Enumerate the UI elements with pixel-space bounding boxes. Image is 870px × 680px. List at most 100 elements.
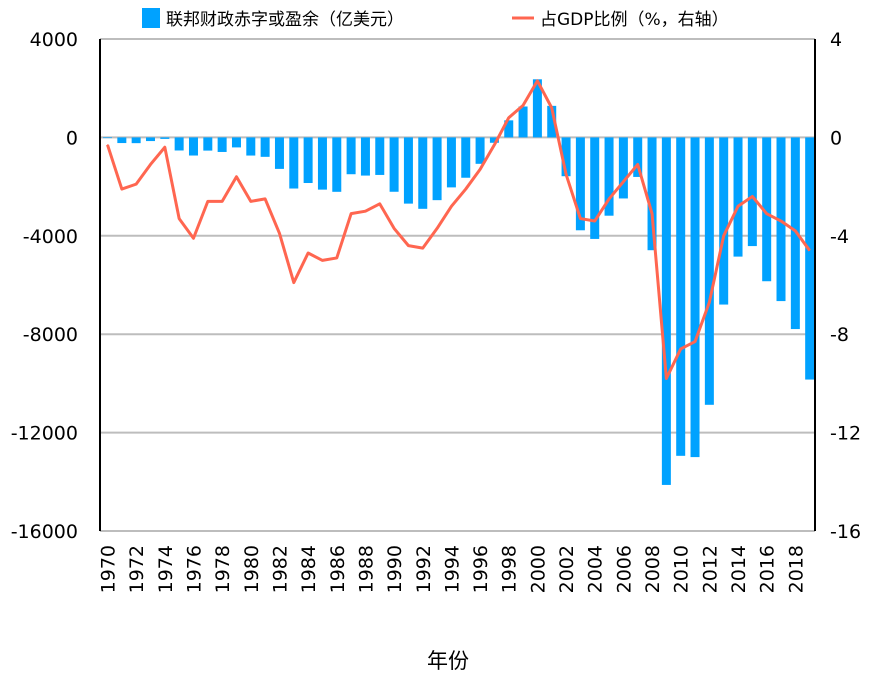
x-axis-title: 年份 [427,649,469,673]
bar [274,137,284,169]
line-point [393,227,395,229]
line-point [622,181,624,183]
y-tick-label: -16000 [11,521,78,543]
bar [489,137,499,143]
bar [375,137,385,175]
x-tick-label: 2014 [728,545,750,593]
bar [217,137,227,152]
pct-gdp-line [106,79,811,380]
bar [604,137,614,216]
line-point [508,117,510,119]
bar [446,137,456,188]
x-tick-label: 2006 [613,545,635,593]
bar [504,120,514,138]
x-tick-label: 1998 [499,545,521,593]
line-point [493,144,495,146]
x-tick-label: 2012 [699,545,721,593]
legend-swatch-bar [142,8,160,28]
line-point [809,250,811,252]
bar [403,137,413,204]
line-point [164,146,166,148]
bar [762,137,772,282]
line-point [536,80,538,82]
line-point [766,213,768,215]
line-point [192,237,194,239]
x-tick-label: 1996 [470,545,492,593]
bar [475,137,485,164]
bar [389,137,399,192]
bar [776,137,786,302]
bar [188,137,198,156]
bar [317,137,327,190]
line-point [293,282,295,284]
x-tick-label: 1984 [298,545,320,593]
bar [733,137,743,257]
bar [418,137,428,209]
line-point [264,198,266,200]
line-point [594,220,596,222]
line-point [450,205,452,207]
x-tick-label: 1982 [269,545,291,593]
line-point [336,257,338,259]
line-point [436,227,438,229]
x-tick-label: 1972 [126,545,148,593]
bar [174,137,184,151]
x-tick-label: 2010 [671,545,693,593]
bar [289,137,299,189]
line-point [465,188,467,190]
y2-tick-label: 0 [830,127,842,149]
line-point [479,168,481,170]
bar [346,137,356,175]
bar [131,137,141,144]
bar [246,137,256,156]
bar [461,137,471,178]
line-point [207,200,209,202]
x-tick-label: 1970 [98,545,120,593]
line-point [321,259,323,261]
line-point [723,235,725,237]
x-tick-label: 2018 [785,545,807,593]
y2-tick-label: -12 [830,423,861,445]
bar [575,137,585,231]
y2-tick-label: -8 [830,324,849,346]
line-point [637,163,639,165]
line-point [680,348,682,350]
line-point [794,230,796,232]
line-point [565,173,567,175]
x-tick-label: 1980 [241,545,263,593]
line-point [250,200,252,202]
bar [203,137,213,151]
line-point [651,213,653,215]
line-point [407,245,409,247]
bar [647,137,657,251]
bar [747,137,757,247]
line-point [551,107,553,109]
y-tick-label: 4000 [30,29,78,51]
bar [117,137,127,144]
bar [590,137,600,239]
bar [719,137,729,305]
y2-tick-label: -16 [830,521,861,543]
bar [518,106,528,138]
legend-label-bar: 联邦财政赤字或盈余（亿美元） [166,10,404,30]
line-point [737,205,739,207]
y2-tick-label: 4 [830,29,842,51]
x-tick-label: 1976 [183,545,205,593]
line-point [751,195,753,197]
bar [103,137,112,139]
line-point [364,210,366,212]
x-tick-label: 1992 [413,545,435,593]
x-tick-label: 2004 [585,545,607,593]
bar [360,137,370,176]
line-point [422,247,424,249]
bar [260,137,270,157]
line-point [665,377,667,379]
y2-tick-label: -4 [830,226,849,248]
line-point [708,301,710,303]
bar [547,105,557,138]
x-tick-label: 1978 [212,545,234,593]
bar [618,137,628,199]
x-tick-label: 1994 [441,545,463,593]
bar [690,137,700,458]
bar [145,137,155,142]
